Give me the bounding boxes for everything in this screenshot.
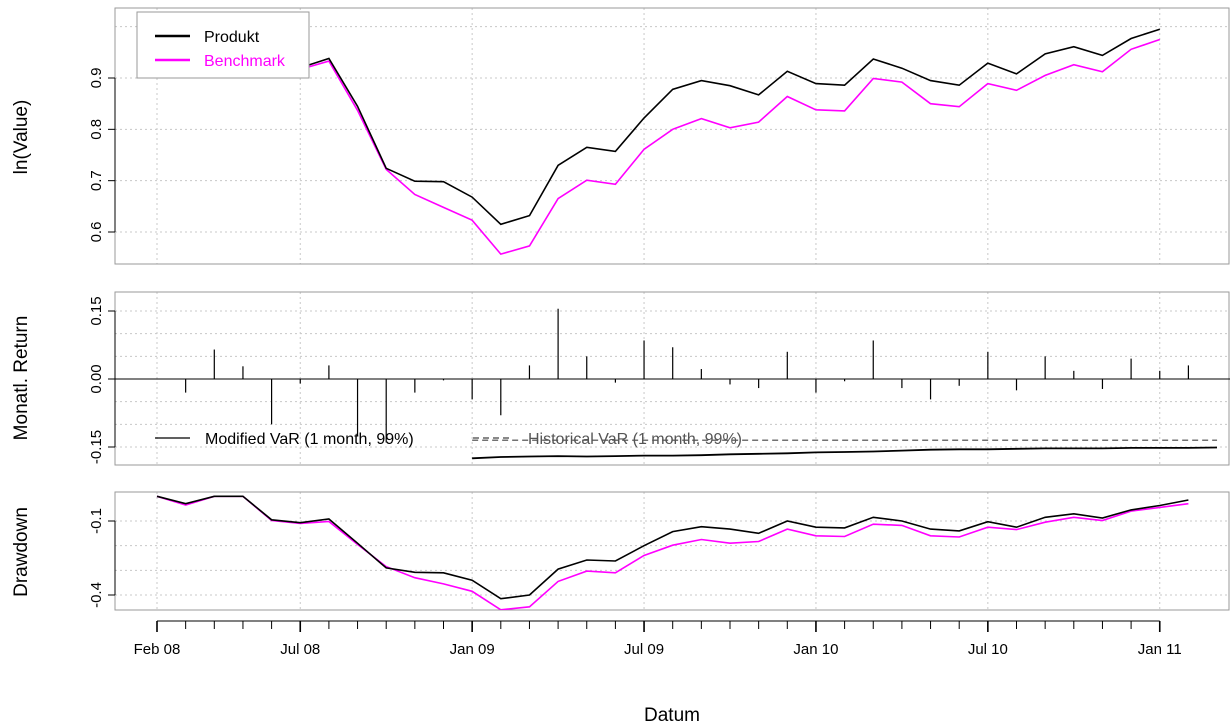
drawdown-frame: [114, 491, 1230, 611]
value-ytick-label-2: 0.8: [88, 119, 105, 140]
value-line-benchmark: [156, 38, 1161, 256]
drawdown-line-produkt: [156, 495, 1189, 600]
x-tick-label-4: Jan 10: [793, 641, 838, 658]
y-axis-label-value: ln(Value): [11, 100, 32, 175]
drawdown-ytick-label-1: -0.4: [88, 582, 105, 608]
x-tick-label-6: Jan 11: [1138, 641, 1182, 658]
returns-ytick-label-2: 0.15: [88, 296, 105, 325]
modified-var-line: [472, 446, 1218, 460]
x-axis: Feb 08 Jul 08 Jan 09 Jul 09 Jan 10 Jul 10 Jan …: [134, 620, 1182, 658]
legend: Produkt Benchmark: [136, 11, 310, 79]
x-tick-label-5: Jul 10: [968, 641, 1008, 658]
drawdown-line-benchmark: [156, 495, 1189, 610]
legend-box: [136, 11, 310, 79]
drawdown-panel: -0.1 -0.4: [88, 491, 1230, 611]
x-tick-label-0: Feb 08: [134, 641, 181, 658]
legend-label-benchmark: Benchmark: [204, 53, 286, 70]
value-line-produkt: [156, 28, 1161, 226]
returns-ytick-label-1: 0.00: [88, 364, 105, 393]
value-ytick-label-0: 0.6: [88, 222, 105, 243]
x-tick-label-3: Jul 09: [624, 641, 664, 658]
value-ytick-label-3: 0.9: [88, 68, 105, 89]
x-tick-label-1: Jul 08: [280, 641, 320, 658]
modified-var-label: Modified VaR (1 month, 99%): [205, 431, 414, 448]
historical-var-label: Historical VaR (1 month, 99%): [528, 431, 742, 448]
x-tick-label-2: Jan 09: [450, 641, 495, 658]
y-axis-label-drawdown: Drawdown: [11, 507, 32, 597]
y-axis-label-returns: Monatl. Return: [11, 316, 32, 441]
x-axis-label: Datum: [644, 705, 700, 726]
value-ytick-label-1: 0.7: [88, 170, 105, 191]
returns-ytick-label-0: -0.15: [88, 430, 105, 464]
returns-panel: -0.15 0.00 0.15 Modified VaR (1 month, 99%)…: [88, 291, 1230, 466]
legend-label-produkt: Produkt: [204, 29, 260, 46]
drawdown-ytick-label-0: -0.1: [88, 508, 105, 534]
